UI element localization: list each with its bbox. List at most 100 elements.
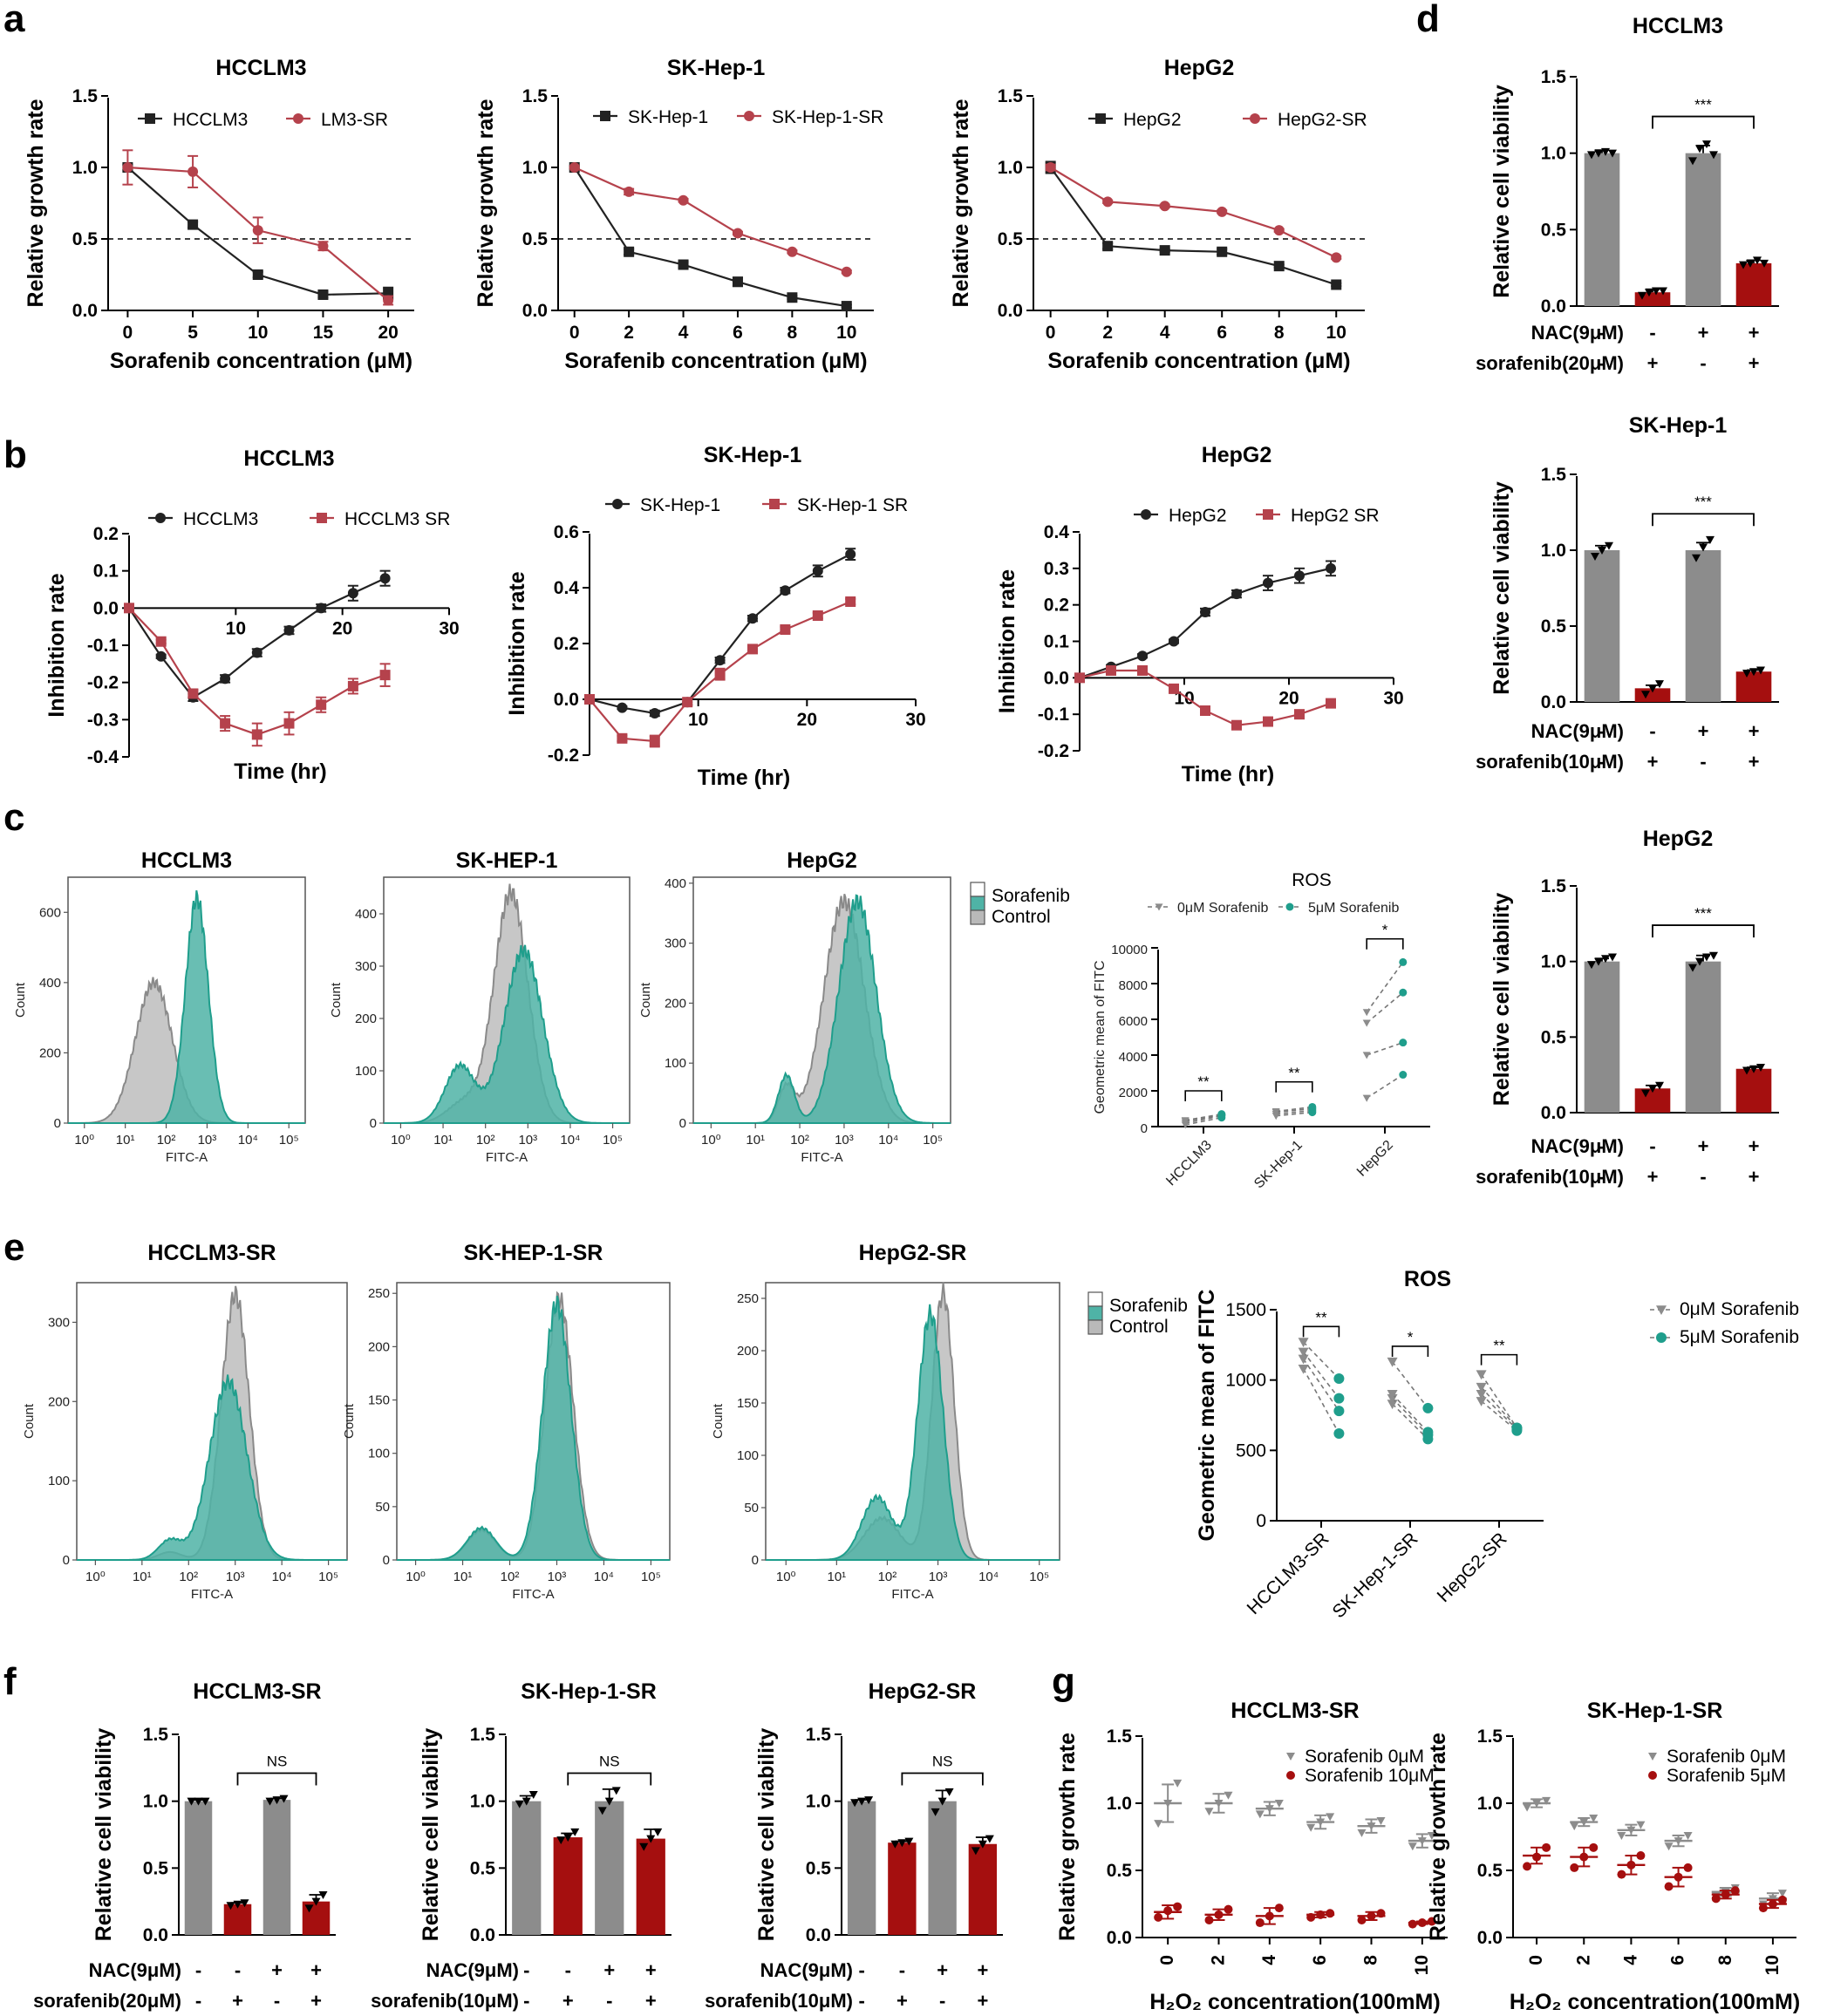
x-tick-label: 10³	[226, 1570, 245, 1584]
paired-line	[1392, 1393, 1428, 1433]
x-tick-label: 8	[1715, 1955, 1735, 1965]
legend-marker	[1285, 902, 1294, 911]
significance-label: NS	[267, 1753, 288, 1769]
legend-label: Sorafenib 0μM	[1667, 1747, 1786, 1767]
data-point	[682, 697, 693, 708]
data-point	[1601, 147, 1610, 156]
data-point	[1702, 140, 1711, 149]
y-tick-label: 200	[665, 996, 686, 1011]
x-tick-label: 0	[1157, 1955, 1177, 1965]
data-point	[1594, 957, 1603, 966]
y-tick-label: 1.5	[1541, 67, 1567, 87]
data-point	[1683, 1831, 1693, 1840]
y-tick-label: 1.0	[1541, 144, 1566, 164]
condition-label: NAC(9μM)	[1531, 322, 1624, 344]
legend-label: 5μM Sorafenib	[1680, 1327, 1799, 1347]
y-tick-label: 1.5	[522, 86, 549, 106]
x-tick-label: 30	[905, 710, 925, 730]
data-point	[1532, 1800, 1542, 1808]
x-tick-label: HepG2-SR	[1434, 1529, 1511, 1606]
chart-title: HCCLM3	[215, 56, 306, 80]
y-tick-label: 1.5	[1477, 1727, 1503, 1747]
point-0um	[1362, 1019, 1371, 1027]
significance-bracket	[236, 1772, 317, 1786]
bar-1	[223, 1904, 252, 1935]
data-point	[1626, 1860, 1636, 1870]
data-point	[1427, 1831, 1436, 1840]
data-point	[1169, 683, 1179, 694]
data-point	[220, 673, 231, 684]
chart-g1: HCCLM3-SR 0.0 0.5 1.0 1.5 Relative growth rat…	[1055, 1699, 1448, 2014]
y-tick-label: 0.0	[93, 598, 119, 618]
data-point	[1702, 953, 1711, 962]
data-point	[1648, 1085, 1657, 1093]
data-point	[1154, 1820, 1163, 1829]
data-point	[1273, 225, 1285, 236]
x-tick-label: 10¹	[116, 1133, 135, 1148]
data-point	[1777, 1890, 1787, 1898]
data-point	[1316, 1910, 1326, 1919]
data-point	[1695, 145, 1704, 153]
y-tick-label: 1.5	[1107, 1727, 1133, 1747]
chart-d2: SK-Hep-1 0.0 0.5 1.0 1.5 Relative cell viabil…	[1476, 413, 1779, 773]
data-point	[1217, 246, 1228, 257]
x-tick-label: 8	[787, 323, 798, 343]
condition-sign: +	[232, 1990, 243, 2012]
chart-title: SK-Hep-1-SR	[1587, 1699, 1723, 1723]
series-line-0	[573, 167, 847, 308]
chart-e4: ROS 0 500 1000 1500 Geometric mean of FITC HCC…	[1195, 1267, 1799, 1622]
paired-line	[1276, 1111, 1312, 1117]
data-point	[1570, 1822, 1579, 1831]
data-point	[1427, 1917, 1436, 1926]
y-axis-label: Relative growth rate	[474, 99, 498, 307]
data-point	[155, 650, 167, 662]
paired-line	[1366, 1073, 1404, 1099]
x-tick-label: HCCLM3	[1163, 1138, 1215, 1189]
legend-swatch-sorafenib	[1087, 1305, 1103, 1321]
bar-3	[636, 1838, 665, 1935]
significance-label: **	[1197, 1073, 1210, 1090]
data-point	[1306, 1912, 1316, 1922]
chart-b1: HCCLM3 -0.4 -0.3 -0.2 -0.1 0.0 0.1 0.2 Inhibitio…	[44, 446, 460, 784]
x-tick-label: 4	[1160, 323, 1170, 343]
bar-0	[184, 1801, 213, 1935]
data-point	[1777, 1895, 1787, 1904]
data-point	[1591, 552, 1599, 561]
chart-title: HepG2	[1643, 827, 1714, 851]
significance-bracket	[1366, 937, 1404, 950]
histogram-sorafenib	[766, 1304, 1060, 1561]
y-tick-label: 0.0	[143, 1925, 168, 1945]
x-tick-label: 10¹	[453, 1570, 473, 1584]
y-tick-label: 0.5	[1107, 1861, 1133, 1881]
data-point	[1674, 1872, 1683, 1882]
point-0um	[1362, 1094, 1371, 1102]
condition-sign: +	[1749, 751, 1760, 773]
data-point	[379, 573, 391, 584]
x-tick-label: 4	[1620, 1955, 1640, 1965]
x-tick-label: 30	[1383, 688, 1403, 708]
condition-sign: +	[977, 1990, 988, 2012]
data-point	[714, 669, 726, 680]
y-tick-label: 1.5	[998, 86, 1024, 106]
chart-title: SK-Hep-1	[667, 56, 766, 80]
y-tick-label: 100	[355, 1064, 377, 1079]
x-tick-label: 10⁵	[279, 1133, 299, 1148]
x-axis-label: FITC-A	[191, 1587, 233, 1602]
condition-sign: -	[195, 1990, 201, 2012]
y-tick-label: 0.5	[72, 229, 99, 249]
y-tick-label: 300	[48, 1315, 70, 1330]
x-tick-label: SK-Hep-1	[1251, 1138, 1305, 1192]
y-tick-label: 0	[383, 1553, 390, 1568]
point-0um	[1298, 1364, 1309, 1374]
chart-c2: SK-HEP-1 0 100 200 300 400 10⁰ 10¹ 10² 10³ 10⁴ 10⁵ F…	[329, 848, 631, 1165]
paired-line	[1391, 1361, 1429, 1409]
legend-marker	[1095, 113, 1106, 124]
paired-line	[1185, 1114, 1222, 1122]
x-tick-label: 10⁴	[594, 1570, 614, 1584]
legend-marker	[1250, 113, 1260, 124]
significance-label: NS	[599, 1753, 620, 1769]
data-point	[1749, 668, 1758, 677]
data-point	[845, 596, 856, 607]
condition-sign: -	[523, 1959, 529, 1981]
